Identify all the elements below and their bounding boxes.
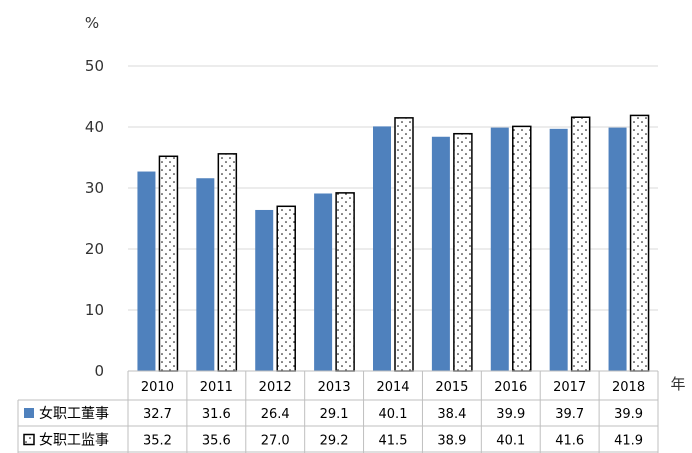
data-value-label: 40.1: [379, 407, 408, 422]
bar-series-2: [276, 205, 296, 372]
y-tick-label: 30: [85, 179, 104, 197]
x-tick-label: 2012: [259, 380, 292, 395]
data-value-label: 39.7: [555, 407, 584, 422]
data-value-label: 39.9: [496, 407, 525, 422]
data-value-label: 35.2: [143, 434, 172, 449]
x-tick-label: 2018: [612, 380, 645, 395]
data-value-label: 26.4: [261, 407, 290, 422]
bar-series-1: [490, 127, 509, 371]
bar-series-2: [335, 192, 355, 372]
x-tick-label: 2011: [200, 380, 233, 395]
bar-series-2: [629, 114, 650, 372]
y-axis-unit-label: %: [85, 14, 99, 32]
data-value-label: 31.6: [202, 407, 231, 422]
y-tick-label: 50: [85, 57, 104, 75]
bar-series-2: [394, 117, 414, 372]
data-value-label: 40.1: [496, 434, 525, 449]
x-tick-label: 2016: [494, 380, 527, 395]
bar-series-1: [549, 128, 568, 371]
data-value-label: 38.9: [437, 434, 466, 449]
bar-series-2: [512, 125, 532, 372]
y-tick-label: 0: [94, 362, 104, 380]
data-value-label: 32.7: [143, 407, 172, 422]
bar-series-2: [453, 132, 473, 372]
bar-series-1: [608, 127, 627, 371]
x-tick-label: 2015: [435, 380, 468, 395]
data-value-label: 29.2: [320, 434, 349, 449]
y-tick-label: 10: [85, 301, 104, 319]
x-tick-label: 2013: [318, 380, 351, 395]
data-value-label: 41.9: [614, 434, 643, 449]
data-value-label: 35.6: [202, 434, 231, 449]
bar-series-2: [158, 155, 179, 372]
data-value-label: 38.4: [437, 407, 466, 422]
legend-label-series-2: 女职工监事: [39, 432, 109, 449]
bar-series-1: [255, 209, 274, 371]
bars: [137, 114, 650, 372]
bar-series-1: [196, 178, 215, 371]
data-value-label: 39.9: [614, 407, 643, 422]
x-axis-unit-label: 年: [670, 375, 685, 393]
data-value-label: 41.5: [379, 434, 408, 449]
y-tick-label: 40: [85, 118, 104, 136]
bar-series-2: [570, 116, 591, 372]
data-table: 2010 2011 2012 2013 2014 2015 2016 2017 2018 女职工董…: [17, 370, 659, 453]
bar-series-2: [217, 153, 238, 372]
gridlines: [128, 65, 658, 311]
x-tick-label: 2014: [376, 380, 409, 395]
bar-series-1: [137, 171, 156, 371]
x-tick-label: 2017: [553, 380, 586, 395]
legend-label-series-1: 女职工董事: [39, 405, 109, 422]
data-value-label: 27.0: [261, 434, 290, 449]
data-value-label: 29.1: [320, 407, 349, 422]
bar-series-1: [373, 126, 391, 371]
legend-swatch-series-1: [24, 408, 34, 418]
y-axis-ticks: 0 10 20 30 40 50: [85, 57, 104, 380]
bar-series-1: [431, 136, 450, 371]
bar-series-1: [314, 193, 333, 371]
data-value-label: 41.6: [555, 434, 584, 449]
legend-swatch-series-2: [23, 433, 35, 446]
x-tick-label: 2010: [141, 380, 174, 395]
y-tick-label: 20: [85, 240, 104, 258]
